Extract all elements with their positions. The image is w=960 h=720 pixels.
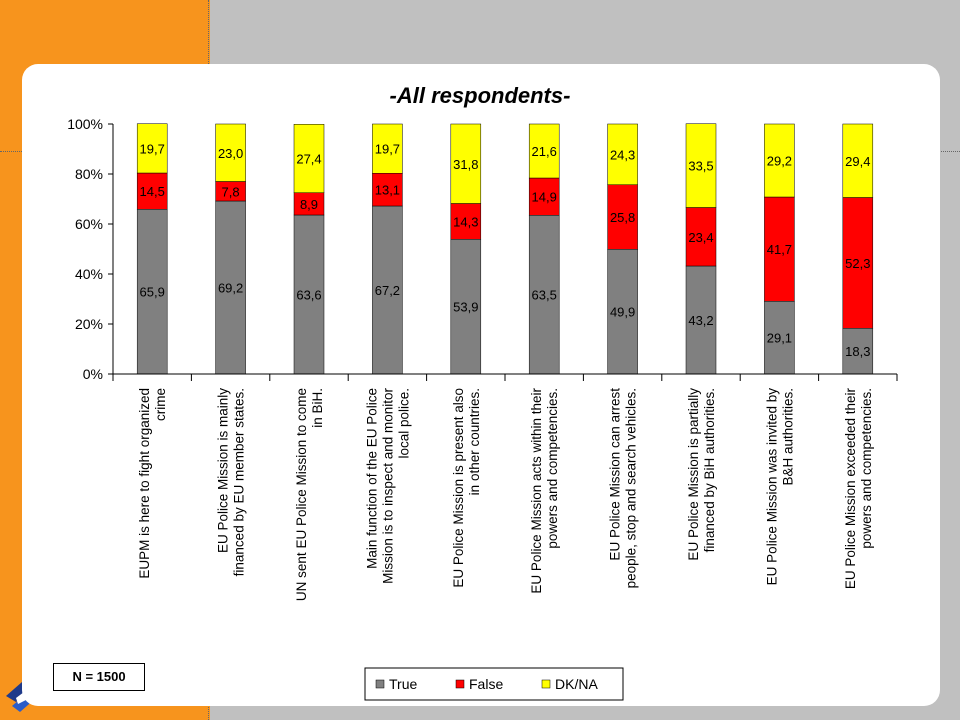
bar-false — [842, 197, 874, 329]
bars: 65,9 14,5 19,7 69,2 7,8 23,0 63,6 8,9 27,4 67,2 13… — [136, 123, 874, 375]
svg-text:Main function of the EU Police: Main function of the EU PoliceMission is… — [364, 388, 411, 584]
bar-false — [136, 172, 168, 210]
category-label: EUPM is here to fight organizedcrime — [137, 388, 168, 579]
data-label: 63,6 — [296, 288, 321, 303]
bar-true — [293, 214, 325, 375]
data-label: 18,3 — [845, 344, 870, 359]
legend: True False DK/NA — [364, 667, 624, 701]
data-label: 52,3 — [845, 256, 870, 271]
bar-true — [528, 215, 560, 375]
data-label: 21,6 — [532, 144, 557, 159]
bar-dk-na — [293, 124, 325, 193]
bar-dk-na — [764, 123, 795, 198]
bar-dk-na — [136, 123, 168, 174]
legend-label: DK/NA — [555, 676, 598, 692]
svg-text:EU Police Mission can arrestpe: EU Police Mission can arrestpeople, stop… — [608, 388, 639, 589]
bar-dk-na — [528, 123, 560, 179]
data-label: 14,9 — [532, 190, 557, 205]
legend-label: True — [389, 676, 417, 692]
data-label: 7,8 — [222, 184, 240, 199]
bar-dk-na — [215, 123, 246, 182]
bar-dk-na — [685, 123, 717, 208]
data-label: 43,2 — [688, 313, 713, 328]
data-label: 67,2 — [375, 283, 400, 298]
category-label: Main function of the EU PoliceMission is… — [364, 388, 411, 584]
svg-text:EU Police Mission is present a: EU Police Mission is present alsoin othe… — [451, 388, 482, 588]
category-label: EU Police Mission can arrestpeople, stop… — [608, 388, 639, 589]
bar-true — [685, 265, 717, 375]
data-label: 14,3 — [453, 214, 478, 229]
data-label: 8,9 — [300, 197, 318, 212]
bar-false — [607, 184, 638, 250]
svg-text:EU Police Mission exceeded the: EU Police Mission exceeded theirpowers a… — [843, 388, 874, 590]
data-label: 23,4 — [688, 230, 713, 245]
sample-size-note: N = 1500 — [53, 663, 145, 691]
category-label: EU Police Mission is present alsoin othe… — [451, 388, 482, 588]
data-label: 13,1 — [375, 183, 400, 198]
bar-true — [607, 249, 638, 375]
svg-text:UN sent EU Police Mission to c: UN sent EU Police Mission to comein BiH. — [294, 388, 325, 601]
legend-swatch — [375, 679, 385, 689]
data-label: 65,9 — [140, 285, 165, 300]
bar-dk-na — [450, 123, 482, 204]
data-label: 27,4 — [296, 152, 321, 167]
data-label: 29,2 — [767, 154, 792, 169]
chart-title: -All respondents- — [390, 83, 571, 108]
svg-text:EUPM is here to fight organize: EUPM is here to fight organizedcrime — [137, 388, 168, 579]
bar-false — [450, 203, 482, 240]
legend-swatch — [455, 679, 465, 689]
category-label: EU Police Mission exceeded theirpowers a… — [843, 388, 874, 590]
category-label: EU Police Mission was invited byB&H auth… — [764, 388, 795, 586]
svg-text:EU Police Mission was invited: EU Police Mission was invited byB&H auth… — [764, 388, 795, 586]
data-label: 23,0 — [218, 146, 243, 161]
y-tick-label: 100% — [67, 116, 103, 132]
bar-true — [372, 205, 403, 375]
svg-text:EU Police Mission is mainlyfin: EU Police Mission is mainlyfinanced by E… — [216, 388, 247, 577]
data-label: 69,2 — [218, 281, 243, 296]
data-label: 53,9 — [453, 300, 478, 315]
category-label: EU Police Mission is partiallyfinanced b… — [686, 388, 717, 561]
y-tick-label: 80% — [75, 166, 103, 182]
axes: 0% 20% 40% 60% 80% 100% — [67, 116, 898, 382]
bar-true — [450, 239, 482, 375]
legend-label: False — [469, 676, 503, 692]
data-label: 63,5 — [532, 288, 557, 303]
data-label: 41,7 — [767, 242, 792, 257]
data-label: 24,3 — [610, 147, 635, 162]
data-label: 33,5 — [688, 159, 713, 174]
data-label: 19,7 — [140, 141, 165, 156]
svg-text:EU Police Mission is partially: EU Police Mission is partiallyfinanced b… — [686, 388, 717, 561]
data-label: 49,9 — [610, 305, 635, 320]
bar-dk-na — [372, 123, 403, 174]
category-label: EU Police Mission acts within theirpower… — [529, 388, 560, 594]
bar-true — [136, 209, 168, 375]
data-label: 31,8 — [453, 157, 478, 172]
category-labels: EUPM is here to fight organizedcrime EU P… — [137, 388, 874, 602]
bar-dk-na — [842, 123, 874, 198]
bar-false — [372, 173, 403, 207]
y-tick-label: 60% — [75, 216, 103, 232]
data-label: 29,4 — [845, 154, 870, 169]
data-label: 19,7 — [375, 142, 400, 157]
category-label: EU Police Mission is mainlyfinanced by E… — [216, 388, 247, 577]
legend-box — [364, 667, 624, 701]
data-label: 14,5 — [140, 184, 165, 199]
bar-dk-na — [607, 123, 638, 185]
y-tick-label: 0% — [83, 366, 103, 382]
y-tick-label: 20% — [75, 316, 103, 332]
bar-false — [764, 196, 795, 302]
data-label: 25,8 — [610, 210, 635, 225]
data-label: 29,1 — [767, 331, 792, 346]
svg-text:EU Police Mission acts within: EU Police Mission acts within theirpower… — [529, 388, 560, 594]
y-tick-label: 40% — [75, 266, 103, 282]
category-label: UN sent EU Police Mission to comein BiH. — [294, 388, 325, 601]
bar-true — [764, 301, 795, 375]
legend-swatch — [541, 679, 551, 689]
